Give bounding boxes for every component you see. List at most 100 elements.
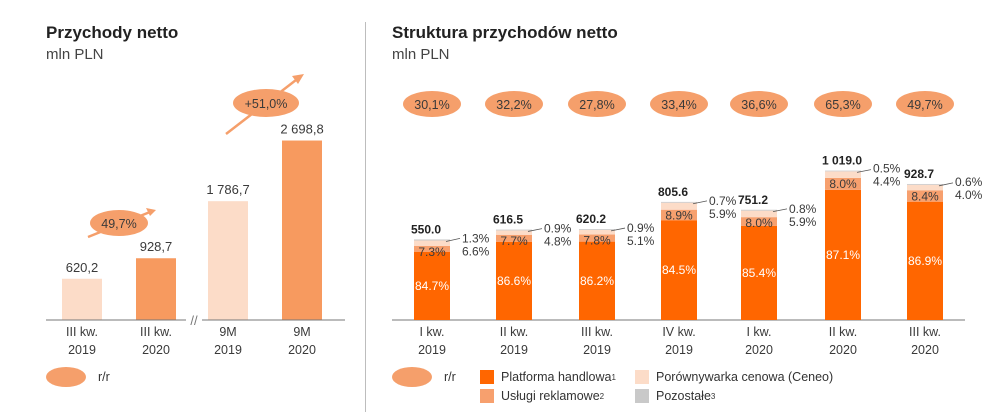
right-category-label-3-line2: 2019 [665,343,693,357]
legend-sup-ads: 2 [599,391,605,401]
left-yoy-legend-marker [46,367,86,387]
panel-divider [365,22,366,412]
left-chart-subtitle: mln PLN [46,46,104,63]
right-ads-pct-4: 8.0% [745,216,773,230]
right-total-label-3: 805.6 [658,185,688,199]
right-total-label-0: 550.0 [411,222,441,236]
right-yoy-ellipse-5 [814,91,872,117]
right-ceneo-pct-1: 4.8% [544,235,572,249]
right-category-label-2-line2: 2019 [583,343,611,357]
right-bar-6-other [907,183,943,185]
right-yoy-ellipse-2 [568,91,626,117]
right-yoy-label-2: 27,8% [579,98,614,112]
left-bar-2 [208,201,248,320]
right-bar-4-ceneo [741,210,777,218]
right-bar-6-ads [907,190,943,202]
legend-sup-other: 3 [710,391,716,401]
right-other-pct-2: 0.9% [627,221,655,235]
right-leader-5 [856,169,872,173]
right-bar-1-other [496,229,532,231]
left-growth-label-0: 49,7% [101,217,136,231]
left-category-label-3-line2: 2020 [288,343,316,357]
right-leader-4 [772,208,788,213]
right-yoy-legend-marker [392,367,432,387]
right-platform-pct-6: 86.9% [908,254,942,268]
right-leader-2 [610,227,626,232]
right-bar-2-ads [579,234,615,242]
legend-label-ceneo: Porównywarka cenowa (Ceneo) [656,370,834,384]
right-platform-pct-3: 84.5% [662,263,696,277]
left-growth-ellipse-0 [90,210,148,236]
left-axis-break: // [190,313,198,328]
left-category-label-0-line1: III kw. [66,325,98,339]
legend-swatch-other [635,389,649,403]
right-bar-6-ceneo [907,184,943,191]
right-bar-3-ads [661,209,697,221]
right-other-pct-6: 0.6% [955,175,983,189]
left-category-label-1-line2: 2020 [142,343,170,357]
right-leader-0 [445,237,461,242]
left-axis-break-gap [186,314,202,326]
right-platform-pct-2: 86.2% [580,274,614,288]
legend-label-platform: Platforma handlowa [501,370,612,384]
legend-swatch-platform [480,370,494,384]
right-total-label-4: 751.2 [738,193,768,207]
right-total-label-5: 1 019.0 [822,154,862,168]
right-category-label-4-line1: I kw. [746,325,771,339]
legend-swatch-ads [480,389,494,403]
left-growth-label-1: +51,0% [245,97,288,111]
right-category-label-5-line2: 2020 [829,343,857,357]
right-yoy-ellipse-6 [896,91,954,117]
right-category-label-4-line2: 2020 [745,343,773,357]
left-growth-ellipse-1 [233,89,299,117]
right-chart-title: Struktura przychodów netto [392,23,618,42]
right-leader-1 [527,228,543,232]
right-total-label-6: 928.7 [904,167,934,181]
right-bar-0-ceneo [414,240,450,246]
right-category-label-1-line1: II kw. [500,325,528,339]
right-yoy-ellipse-1 [485,91,543,117]
left-category-label-0-line2: 2019 [68,343,96,357]
right-bar-5-ceneo [825,171,861,178]
right-bar-4-other [741,209,777,211]
right-ads-pct-1: 7.7% [500,234,528,248]
right-leader-6 [938,182,954,187]
right-bar-5-ads [825,177,861,190]
right-yoy-label-4: 36,6% [741,98,776,112]
right-category-label-1-line2: 2019 [500,343,528,357]
right-yoy-label-6: 49,7% [907,98,942,112]
right-yoy-label-1: 32,2% [496,98,531,112]
left-growth-arrowhead-0 [146,208,156,216]
right-yoy-legend-label: r/r [444,370,456,384]
right-ads-pct-2: 7.8% [583,234,611,248]
right-bar-3-other [661,201,697,203]
right-ads-pct-5: 8.0% [829,177,857,191]
right-ceneo-pct-2: 5.1% [627,234,655,248]
left-value-label-0: 620,2 [66,260,99,275]
right-total-label-2: 620.2 [576,212,606,226]
right-other-pct-0: 1.3% [462,231,490,245]
right-platform-pct-0: 84.7% [415,279,449,293]
right-bar-0-other [414,239,450,241]
right-bar-3-platform [661,220,697,320]
right-category-label-5-line1: II kw. [829,325,857,339]
right-bar-5-platform [825,189,861,320]
legend-label-other: Pozostałe [656,389,711,403]
right-ceneo-pct-5: 4.4% [873,175,901,189]
right-total-label-1: 616.5 [493,213,523,227]
left-growth-arrowhead-1 [292,74,304,84]
right-bar-5-other [825,170,861,172]
right-bar-4-ads [741,217,777,226]
left-category-label-2-line1: 9M [219,325,236,339]
right-bar-1-platform [496,241,532,320]
right-yoy-label-3: 33,4% [661,98,696,112]
right-platform-pct-4: 85.4% [742,266,776,280]
legend-label-ads: Usługi reklamowe [501,389,600,403]
right-other-pct-1: 0.9% [544,222,572,236]
right-other-pct-5: 0.5% [873,162,901,176]
right-ceneo-pct-0: 6.6% [462,244,490,258]
right-yoy-label-5: 65,3% [825,98,860,112]
right-category-label-0-line2: 2019 [418,343,446,357]
right-leader-3 [692,200,708,205]
